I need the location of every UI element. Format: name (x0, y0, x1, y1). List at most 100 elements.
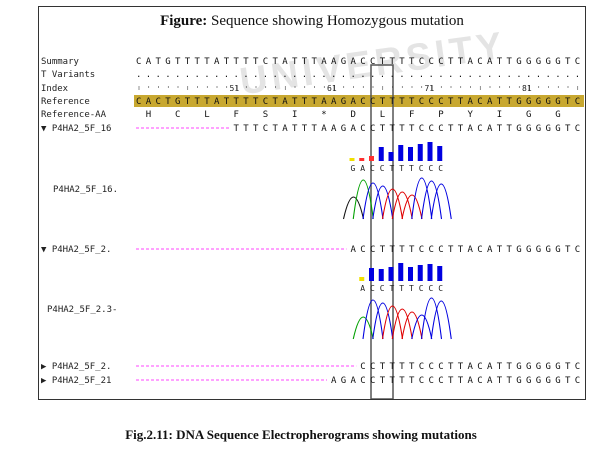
variant-dot: . (516, 70, 521, 80)
track-base: T (390, 245, 396, 255)
reference-base: C (263, 97, 268, 107)
trace-base: C (370, 284, 375, 293)
track-label-4[interactable]: ▶ P4HA2_5F_21 (41, 376, 111, 386)
track-base: G (536, 362, 541, 372)
reference-base: T (312, 97, 318, 107)
track-base: G (536, 245, 541, 255)
trace-base: C (429, 284, 434, 293)
track-base: T (565, 245, 571, 255)
track-base: A (351, 124, 357, 134)
track-base: T (497, 362, 503, 372)
track-base: A (282, 124, 288, 134)
trace-base: C (370, 164, 375, 173)
track-label-3[interactable]: ▶ P4HA2_5F_2. (41, 362, 111, 372)
track-base: C (477, 376, 482, 386)
trace-base: A (360, 164, 365, 173)
trace-base: T (409, 164, 414, 173)
track-base: T (399, 376, 405, 386)
variant-dot: . (175, 70, 180, 80)
amino-acid: C (175, 110, 180, 120)
track-base: G (555, 245, 560, 255)
variant-dot: . (292, 70, 297, 80)
track-base: T (273, 124, 279, 134)
track-base: T (507, 376, 513, 386)
reference-base: T (204, 97, 210, 107)
summary-label: Summary (41, 57, 80, 67)
quality-bar (359, 277, 365, 281)
track-base: C (575, 124, 580, 134)
quality-bar (388, 267, 394, 281)
track-base: T (399, 245, 405, 255)
track-base: C (477, 245, 482, 255)
variant-dot: . (546, 70, 551, 80)
track-base: G (536, 124, 541, 134)
quality-bar (388, 152, 394, 161)
summary-base: C (429, 57, 434, 67)
track-label-1[interactable]: ▼ P4HA2_5F_16 (41, 124, 111, 134)
track-base: T (448, 362, 454, 372)
summary-base: C (438, 57, 443, 67)
reference-base: G (555, 97, 560, 107)
reference-base: A (487, 97, 493, 107)
trace-base: C (380, 164, 385, 173)
trace-base: T (399, 164, 404, 173)
variant-dot: . (370, 70, 375, 80)
summary-base: T (302, 57, 308, 67)
summary-base: T (156, 57, 162, 67)
track-base: C (575, 245, 580, 255)
trace-base: C (438, 284, 443, 293)
summary-base: T (390, 57, 396, 67)
trace-base: T (390, 284, 395, 293)
trace-label-1: P4HA2_5F_16. (53, 185, 118, 195)
reference-base: T (458, 97, 464, 107)
summary-base: T (312, 57, 318, 67)
reference-base: C (360, 97, 365, 107)
trace-peak (430, 183, 452, 220)
trace-peak (362, 299, 384, 340)
trace-base: C (438, 164, 443, 173)
variant-dot: . (195, 70, 200, 80)
reference-base: T (409, 97, 415, 107)
summary-base: T (224, 57, 230, 67)
track-base: T (399, 124, 405, 134)
reference-base: G (516, 97, 521, 107)
summary-base: T (399, 57, 405, 67)
track-base: T (380, 245, 386, 255)
reference-base: C (438, 97, 443, 107)
reference-base: G (526, 97, 531, 107)
variant-dot: . (458, 70, 463, 80)
track-base: C (438, 362, 443, 372)
quality-bar (408, 147, 413, 161)
track-base: G (341, 124, 346, 134)
variant-dot: . (204, 70, 209, 80)
summary-base: T (195, 57, 201, 67)
track-label-2[interactable]: ▼ P4HA2_5F_2. (41, 245, 111, 255)
quality-bar (408, 267, 413, 281)
variant-dot: . (565, 70, 570, 80)
summary-base: T (243, 57, 249, 67)
quality-bar (437, 266, 443, 281)
variant-dot: . (156, 70, 161, 80)
track-base: C (360, 124, 365, 134)
summary-base: T (292, 57, 298, 67)
amino-acid: F (409, 110, 414, 120)
trace-peak (372, 302, 394, 340)
reference-aa-label: Reference-AA (41, 110, 107, 120)
trace-peak (391, 308, 413, 340)
summary-base: T (253, 57, 259, 67)
summary-base: A (351, 57, 357, 67)
track-base: T (565, 376, 571, 386)
variant-dot: . (214, 70, 219, 80)
quality-bar (398, 263, 404, 281)
index-tick: 61 (327, 84, 337, 93)
track-base: C (370, 245, 375, 255)
trace-peak (401, 311, 423, 340)
track-base: T (458, 362, 464, 372)
track-base: T (458, 376, 464, 386)
variant-dot: . (351, 70, 356, 80)
summary-base: A (331, 57, 337, 67)
summary-base: T (204, 57, 210, 67)
summary-base: A (282, 57, 288, 67)
reference-base: T (243, 97, 249, 107)
trace-base: T (409, 284, 414, 293)
